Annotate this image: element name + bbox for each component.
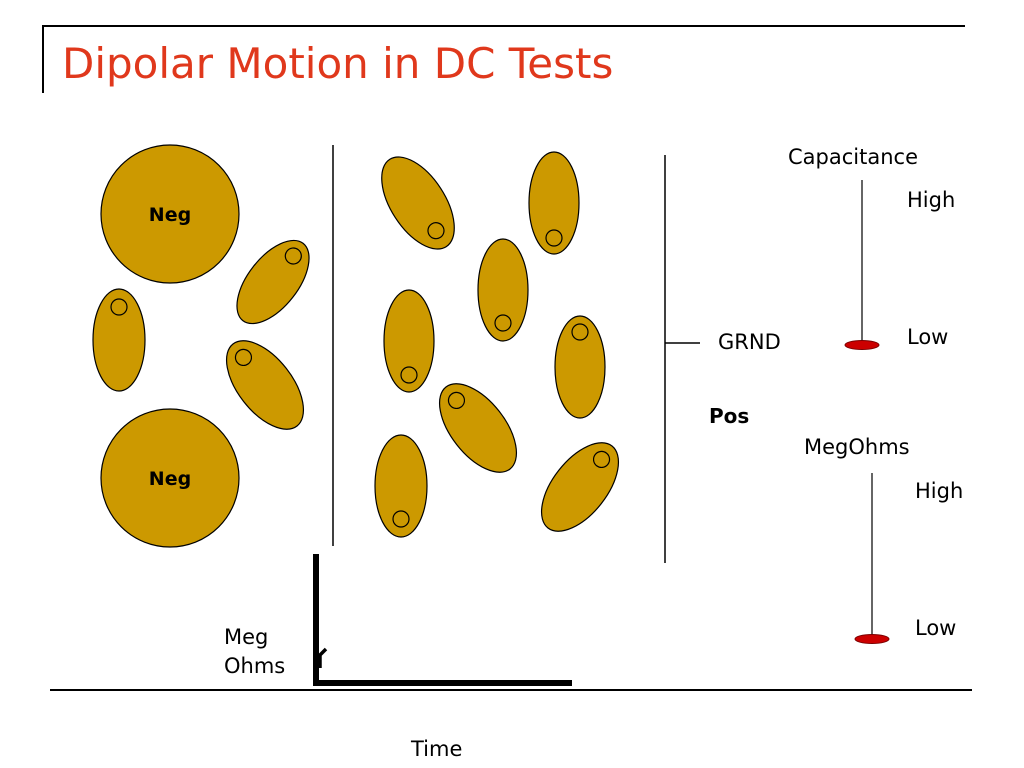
megohms-high-label: High xyxy=(915,479,964,503)
dipole xyxy=(225,340,305,430)
dipole xyxy=(383,289,435,393)
dipole-charge xyxy=(392,510,410,528)
dipole xyxy=(540,442,620,532)
dipole-charge xyxy=(494,314,512,332)
neg-charge-circle xyxy=(100,144,240,284)
dipole xyxy=(528,151,580,255)
megohms-low-label: Low xyxy=(915,616,957,640)
dipole xyxy=(374,434,428,538)
ground-label: GRND xyxy=(718,330,781,354)
capacitance-label: Capacitance xyxy=(788,145,918,169)
neg-charge-label: Neg xyxy=(149,204,191,226)
graph-ylabel-line2: Ohms xyxy=(224,654,286,678)
slide-title: Dipolar Motion in DC Tests xyxy=(62,39,614,88)
dipole xyxy=(554,315,606,419)
graph-xlabel: Time xyxy=(411,737,463,761)
dipole-charge xyxy=(284,247,302,265)
capacitance-meter xyxy=(844,180,880,350)
dipole-charge xyxy=(447,391,466,410)
dipole-charge xyxy=(592,450,611,469)
dipole-charge xyxy=(110,298,128,316)
megohms-label: MegOhms xyxy=(804,435,910,459)
dipole xyxy=(381,156,455,250)
graph-ylabel-line1: Meg xyxy=(224,625,269,649)
capacitance-high-label: High xyxy=(907,188,956,212)
dipole xyxy=(236,239,310,325)
dipole xyxy=(92,288,146,392)
graph-curve xyxy=(318,647,328,668)
megohms-indicator xyxy=(854,634,890,644)
dipole-charge xyxy=(545,229,563,247)
positive-label: Pos xyxy=(709,404,750,428)
capacitance-low-label: Low xyxy=(907,325,949,349)
neg-charge-circle xyxy=(100,408,240,548)
neg-charge-bottom: Neg xyxy=(100,408,240,548)
dipole xyxy=(438,383,518,473)
capacitance-indicator xyxy=(844,340,880,350)
dipole-charge xyxy=(571,323,589,341)
dipole-charge xyxy=(427,222,445,240)
dipole-charge xyxy=(234,348,253,367)
dipole-charge xyxy=(400,366,418,384)
neg-charge-label: Neg xyxy=(149,468,191,490)
megohms-time-graph xyxy=(313,554,572,686)
neg-charge-top: Neg xyxy=(100,144,240,284)
dipole xyxy=(477,238,529,342)
megohms-meter xyxy=(854,473,890,644)
